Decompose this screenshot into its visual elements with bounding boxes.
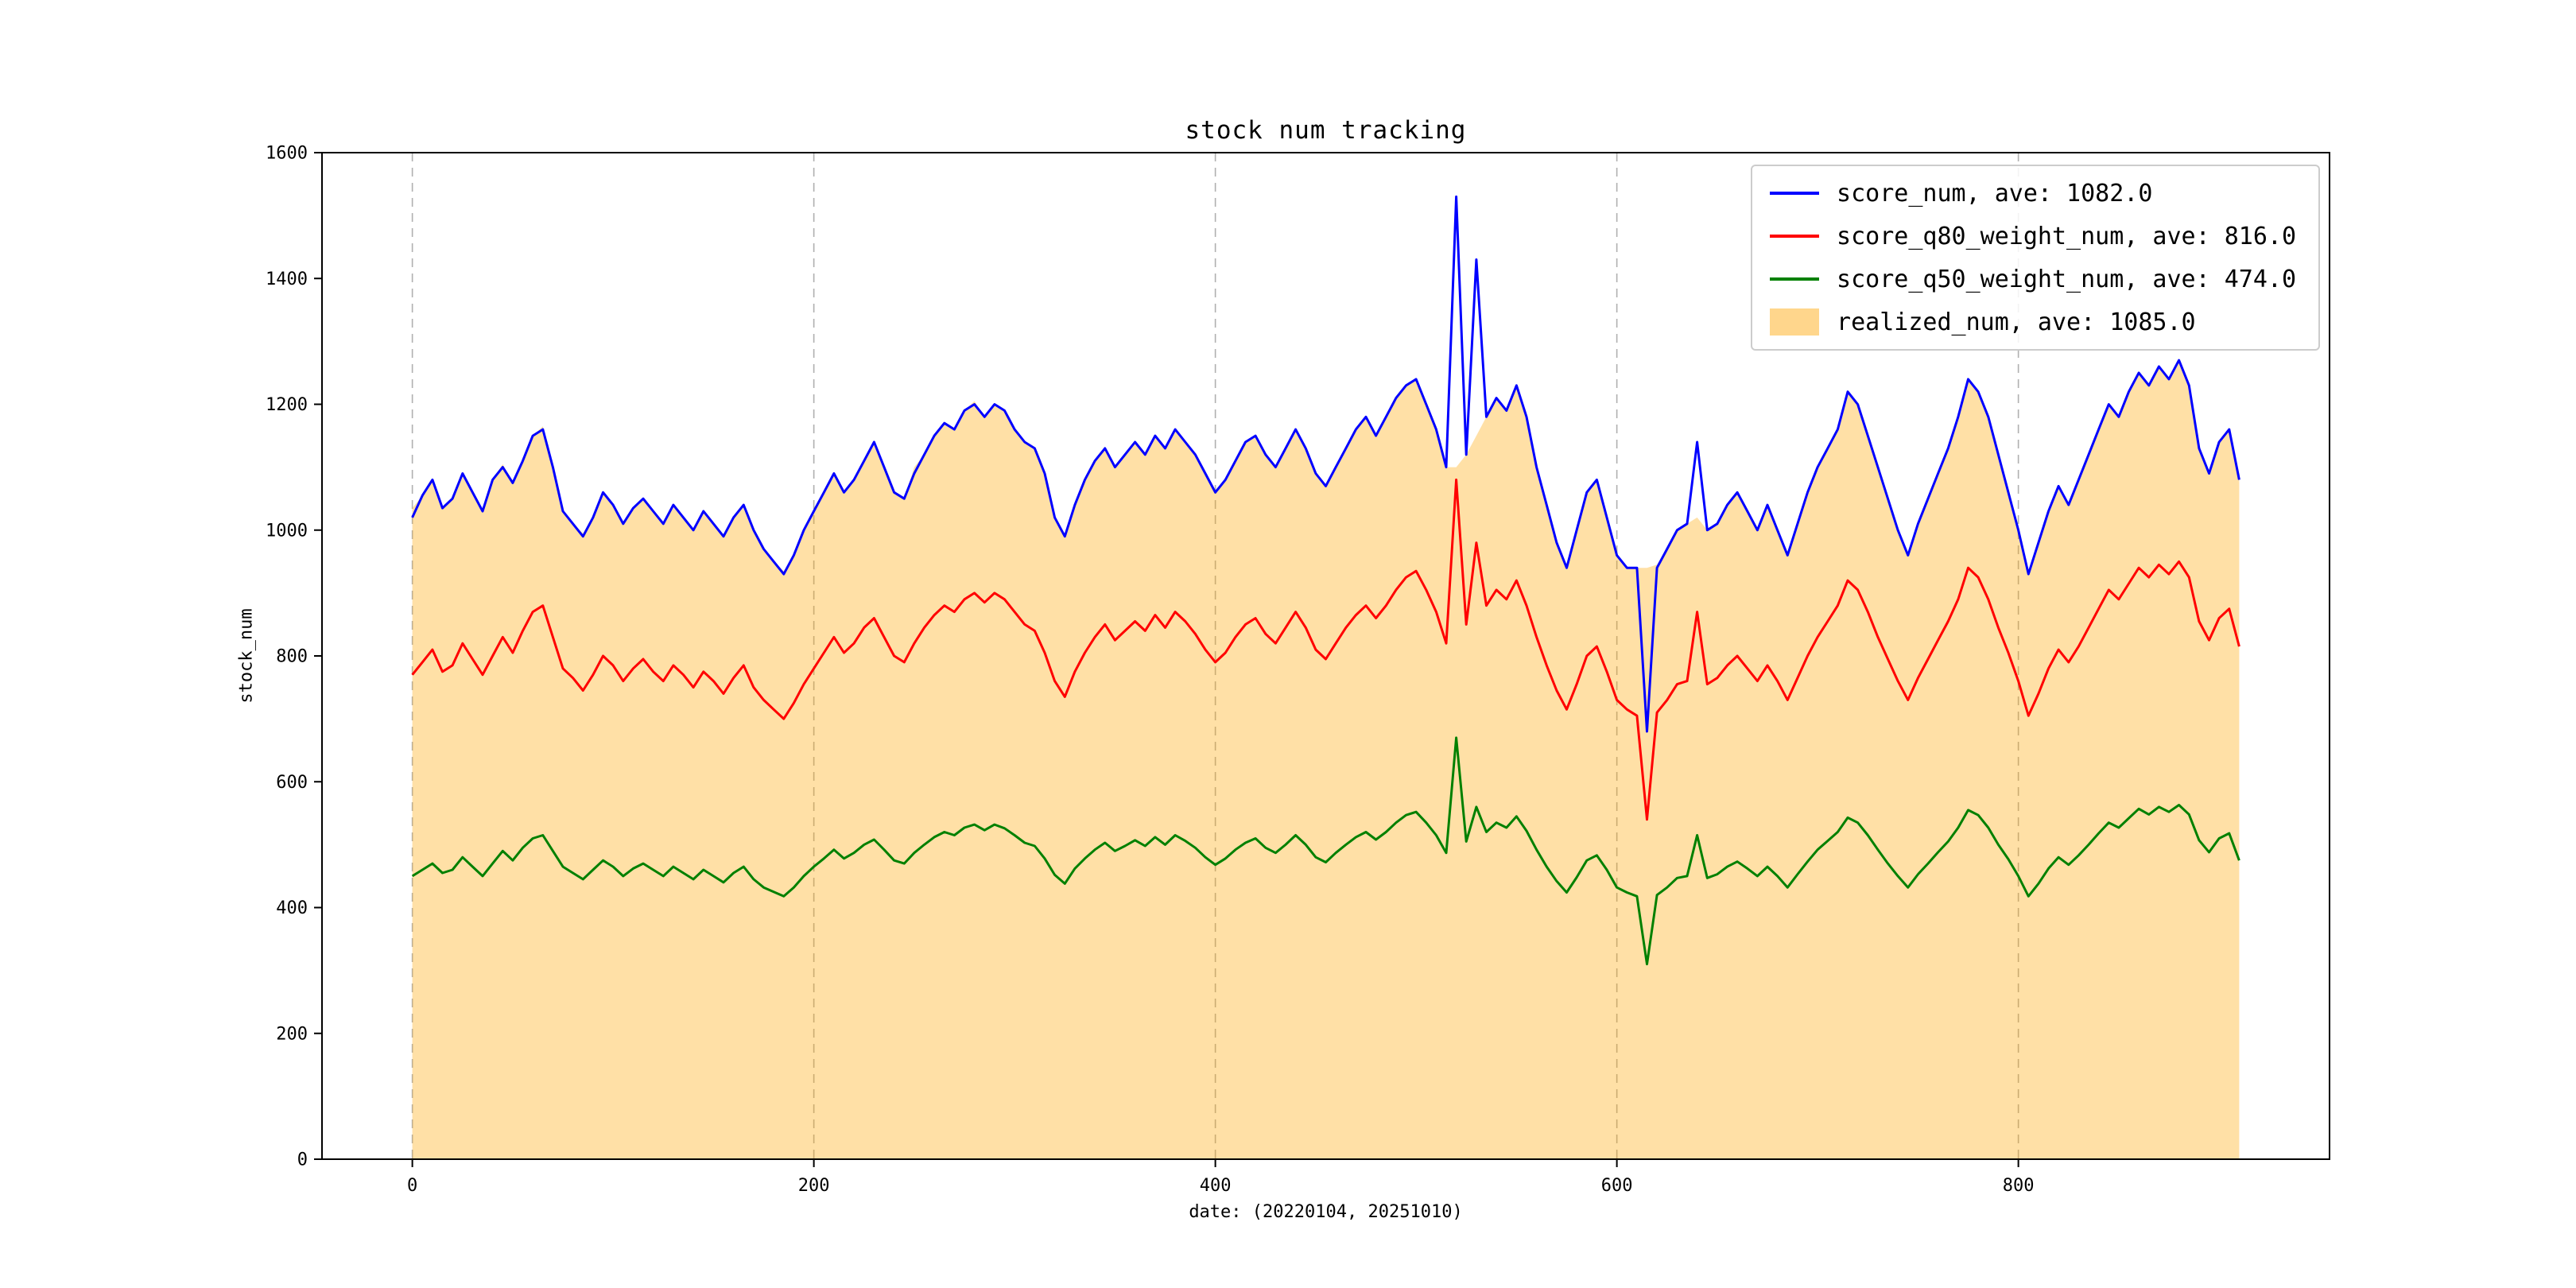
series-line-score_q80_weight_num [411,478,2240,821]
y-tick-label: 1600 [266,144,308,164]
y-tick-label: 800 [276,647,308,667]
series-line-score_q50_weight_num [411,736,2240,966]
y-axis-label: stock_num [236,608,257,704]
legend-item-realized_num: realized_num, ave: 1085.0 [1770,306,2296,338]
y-tick-label: 1000 [266,521,308,541]
x-tick-label: 400 [1200,1176,1232,1196]
legend-patch-icon [1770,308,1820,336]
y-tick-label: 1400 [266,270,308,289]
legend-item-score_q80_weight_num: score_q80_weight_num, ave: 816.0 [1770,220,2296,252]
legend-label: score_num, ave: 1082.0 [1837,179,2153,208]
legend-label: score_q50_weight_num, ave: 474.0 [1837,265,2296,293]
y-tick-label: 600 [276,773,308,793]
legend-line-icon [1770,192,1820,195]
x-tick-label: 0 [407,1176,417,1196]
legend: score_num, ave: 1082.0 score_q80_weight_n… [1751,165,2320,351]
y-tick-label: 1200 [266,395,308,415]
y-tick-label: 400 [276,898,308,918]
legend-item-score_num: score_num, ave: 1082.0 [1770,177,2296,209]
series-line-score_num [411,195,2240,733]
x-tick-label: 600 [1601,1176,1633,1196]
series-area-realized_num [412,360,2240,1160]
legend-line-icon [1770,235,1820,238]
x-axis-label: date: (20220104, 20251010) [1189,1202,1463,1222]
legend-label: score_q80_weight_num, ave: 816.0 [1837,222,2296,250]
x-tick-label: 200 [798,1176,830,1196]
legend-label: realized_num, ave: 1085.0 [1837,308,2196,336]
y-tick-label: 200 [276,1024,308,1044]
legend-item-score_q50_weight_num: score_q50_weight_num, ave: 474.0 [1770,263,2296,295]
x-tick-label: 800 [2003,1176,2035,1196]
y-tick-label: 0 [297,1150,308,1170]
legend-line-icon [1770,277,1820,281]
chart-title: stock num tracking [1185,116,1467,145]
